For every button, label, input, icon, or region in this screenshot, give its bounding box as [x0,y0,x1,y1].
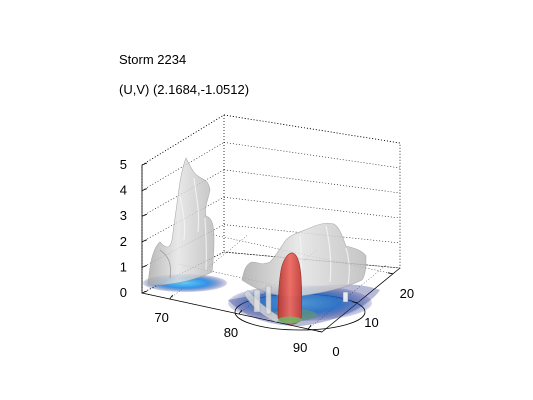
z-gridline-right [223,196,401,219]
left-surface-body [147,157,215,286]
y-tick-mark [352,301,358,304]
z-tick-label: 5 [120,157,127,172]
chart-title: Storm 2234 [119,52,187,67]
z-gridline-right [223,169,401,194]
small-cells [253,285,349,315]
small-cell-1 [253,289,261,313]
right-surface-body [241,222,367,297]
small-cell-3 [342,291,349,303]
core-base [278,316,302,324]
y-tick-label: 10 [364,315,378,330]
chart-subtitle: (U,V) (2.1684,-1.0512) [119,82,250,97]
z-tick-mark [141,290,148,294]
z-tick-mark [141,213,148,217]
z-gridline-left [141,169,225,217]
z-gridline-right [223,251,401,269]
back-wall-right [223,114,401,269]
left-storm-surface [147,157,215,286]
z-gridline-left [141,196,225,243]
x-axis-line [141,292,323,333]
z-tick-mark [141,265,148,268]
x-tick-label: 90 [293,340,307,355]
z-tick-mark [141,162,148,166]
z-tick-label: 3 [120,208,127,223]
z-tick-label: 2 [120,234,127,249]
left-surface-ridge [179,177,208,271]
x-tick-label: 70 [154,310,168,325]
z-gridline-left [141,142,225,191]
z-gridline-right [223,224,401,244]
z-gridline-right [223,114,401,144]
small-cell-2 [265,285,272,315]
x-tick-mark [307,324,312,330]
z-tick-label: 0 [120,285,127,300]
y-tick-label: 20 [400,286,414,301]
left-surface-shadow [159,249,171,279]
box-grid [141,114,401,294]
z-gridline-left [141,114,225,166]
z-tick-mark [141,188,148,191]
x-tick-label: 80 [224,325,238,340]
z-tick-label: 4 [120,183,127,198]
axis-ticks: 0 1 2 3 4 5 70 80 90 0 10 20 [120,157,414,359]
x-tick-mark [169,294,174,300]
y-tick-mark [387,272,393,275]
y-tick-mark [316,330,323,333]
z-gridline-right [223,142,401,169]
storm-core [277,252,303,325]
x-tick-mark [238,309,243,315]
y-tick-label: 0 [332,344,339,359]
z-tick-label: 1 [120,259,127,274]
x-floor-gridline [307,264,387,330]
z-tick-mark [141,239,148,243]
x-floor-gridline [169,234,248,300]
